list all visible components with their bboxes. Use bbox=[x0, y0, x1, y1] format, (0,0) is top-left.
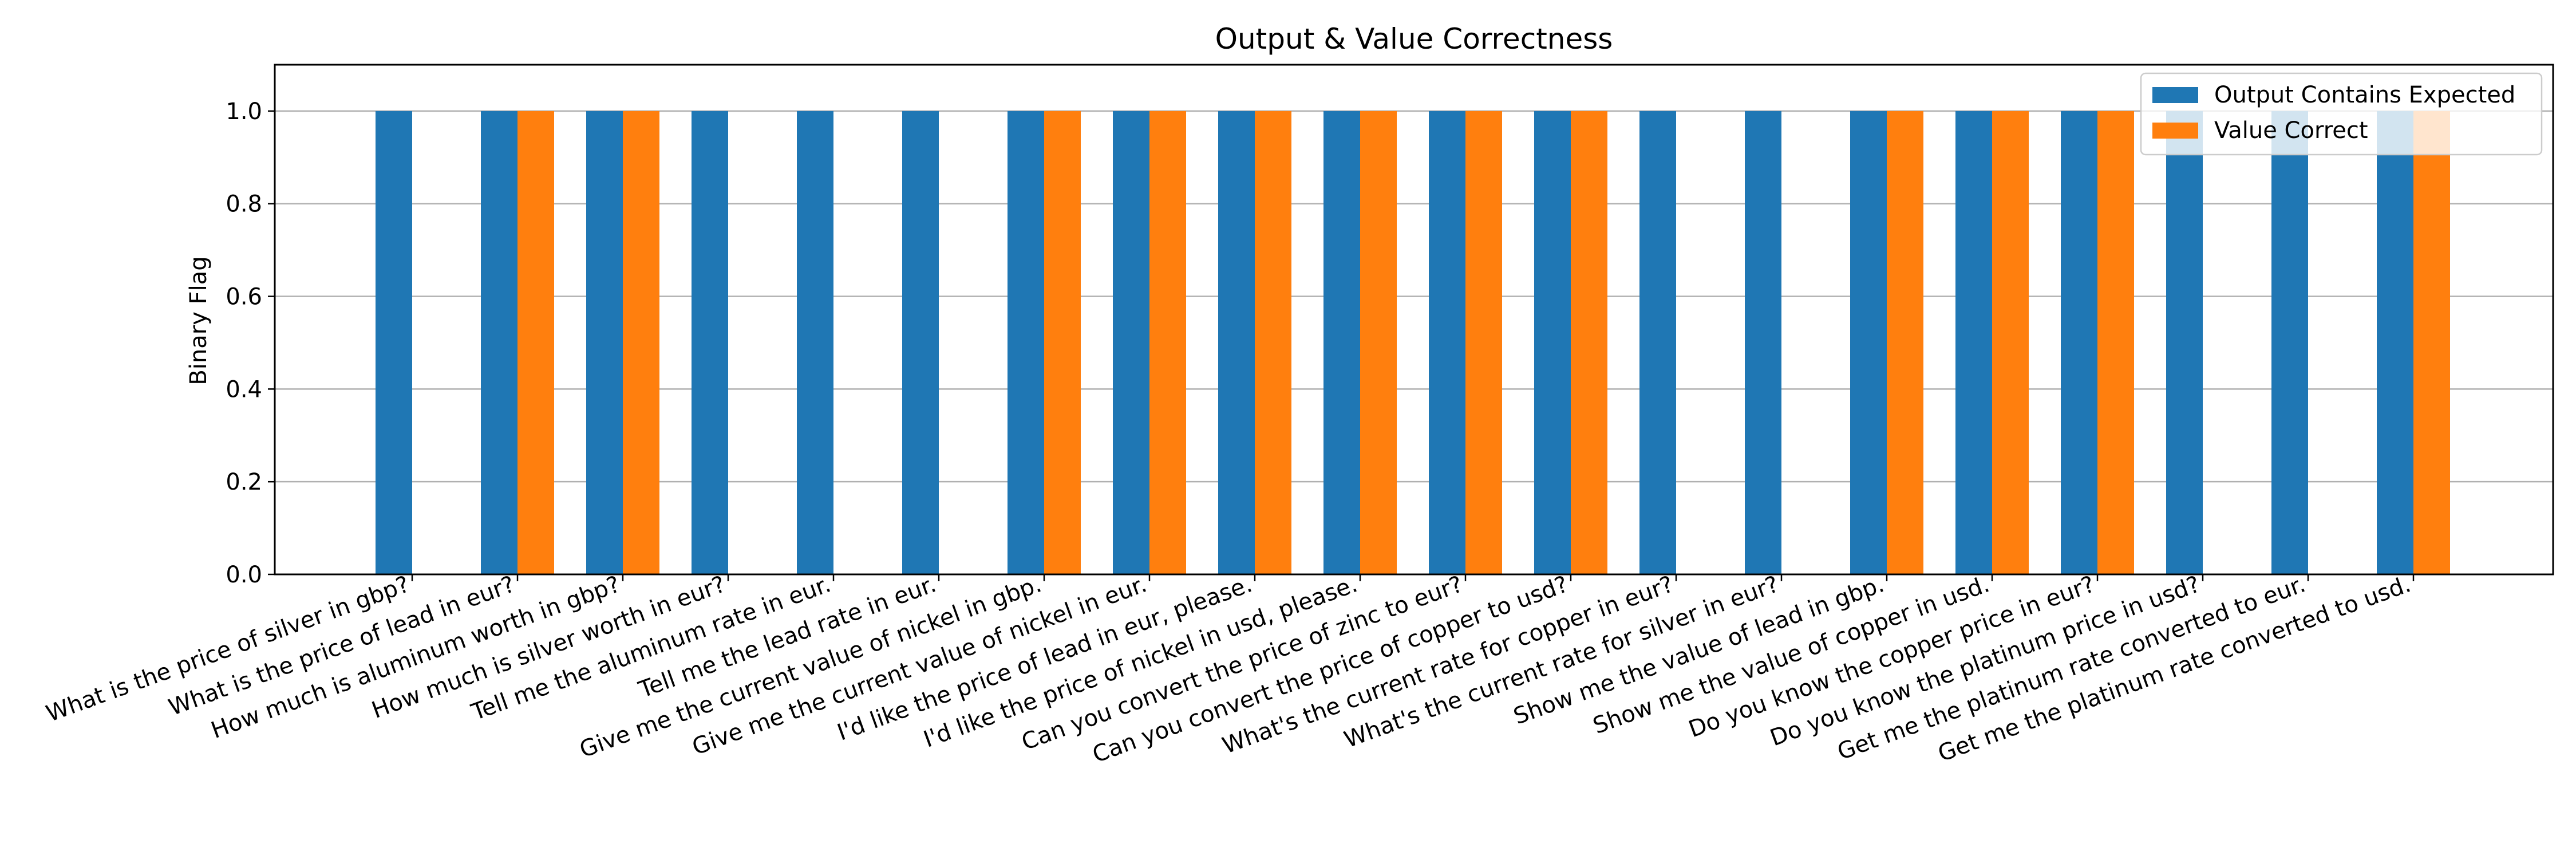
bars bbox=[376, 111, 2450, 575]
bar-value-correct bbox=[2413, 111, 2450, 575]
legend: Output Contains Expected Value Correct bbox=[2140, 72, 2543, 156]
y-tick-label: 0.8 bbox=[226, 191, 262, 218]
plot-frame bbox=[274, 64, 2554, 576]
bar-value-correct bbox=[1465, 111, 1502, 575]
bar-value-correct bbox=[1887, 111, 1923, 575]
bar-output-contains-expected bbox=[797, 111, 833, 575]
bar-output-contains-expected bbox=[481, 111, 517, 575]
bar-value-correct bbox=[623, 111, 659, 575]
y-tick-label: 0.4 bbox=[226, 376, 262, 403]
bar-output-contains-expected bbox=[1113, 111, 1149, 575]
legend-label: Output Contains Expected bbox=[2214, 82, 2515, 108]
chart-title: Output & Value Correctness bbox=[1215, 22, 1613, 56]
legend-swatch-value-correct bbox=[2152, 123, 2198, 139]
y-tick-label: 1.0 bbox=[226, 98, 262, 125]
bar-value-correct bbox=[1044, 111, 1081, 575]
bar-output-contains-expected bbox=[1429, 111, 1465, 575]
bar-value-correct bbox=[1571, 111, 1607, 575]
bar-output-contains-expected bbox=[2166, 111, 2203, 575]
y-axis-label: Binary Flag bbox=[185, 256, 212, 385]
bar-output-contains-expected bbox=[1218, 111, 1255, 575]
bar-output-contains-expected bbox=[2061, 111, 2097, 575]
legend-box bbox=[2140, 72, 2543, 156]
bar-output-contains-expected bbox=[1323, 111, 1360, 575]
bar-output-contains-expected bbox=[692, 111, 728, 575]
bar-value-correct bbox=[2097, 111, 2134, 575]
bar-output-contains-expected bbox=[2377, 111, 2413, 575]
legend-label: Value Correct bbox=[2214, 117, 2368, 144]
y-axis-ticks: 0.0 0.2 0.4 0.6 0.8 1.0 bbox=[226, 98, 275, 588]
bar-output-contains-expected bbox=[1639, 111, 1676, 575]
bar-output-contains-expected bbox=[2271, 111, 2308, 575]
bar-value-correct bbox=[1149, 111, 1186, 575]
bar-output-contains-expected bbox=[1008, 111, 1044, 575]
bar-output-contains-expected bbox=[1745, 111, 1781, 575]
legend-swatch-output-contains-expected bbox=[2152, 87, 2198, 103]
bar-output-contains-expected bbox=[1955, 111, 1992, 575]
x-axis-ticks: What is the price of silver in gbp?What … bbox=[43, 571, 2415, 768]
bar-output-contains-expected bbox=[1850, 111, 1887, 575]
bar-output-contains-expected bbox=[586, 111, 623, 575]
y-tick-label: 0.6 bbox=[226, 284, 262, 310]
y-tick-label: 0.2 bbox=[226, 469, 262, 495]
bar-value-correct bbox=[1360, 111, 1397, 575]
bar-output-contains-expected bbox=[376, 111, 412, 575]
x-tick-label: How much is aluminum worth in gbp? bbox=[208, 571, 624, 744]
y-tick-label: 0.0 bbox=[226, 562, 262, 588]
bar-value-correct bbox=[1255, 111, 1291, 575]
bar-value-correct bbox=[517, 111, 554, 575]
bar-output-contains-expected bbox=[902, 111, 939, 575]
bar-value-correct bbox=[1992, 111, 2029, 575]
bar-output-contains-expected bbox=[1534, 111, 1571, 575]
